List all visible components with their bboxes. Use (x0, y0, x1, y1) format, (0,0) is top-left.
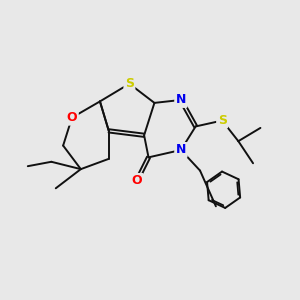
Text: O: O (67, 111, 77, 124)
Text: S: S (218, 114, 226, 127)
Text: S: S (125, 77, 134, 90)
Text: N: N (176, 93, 186, 106)
Text: O: O (131, 174, 142, 188)
Text: N: N (176, 143, 186, 157)
